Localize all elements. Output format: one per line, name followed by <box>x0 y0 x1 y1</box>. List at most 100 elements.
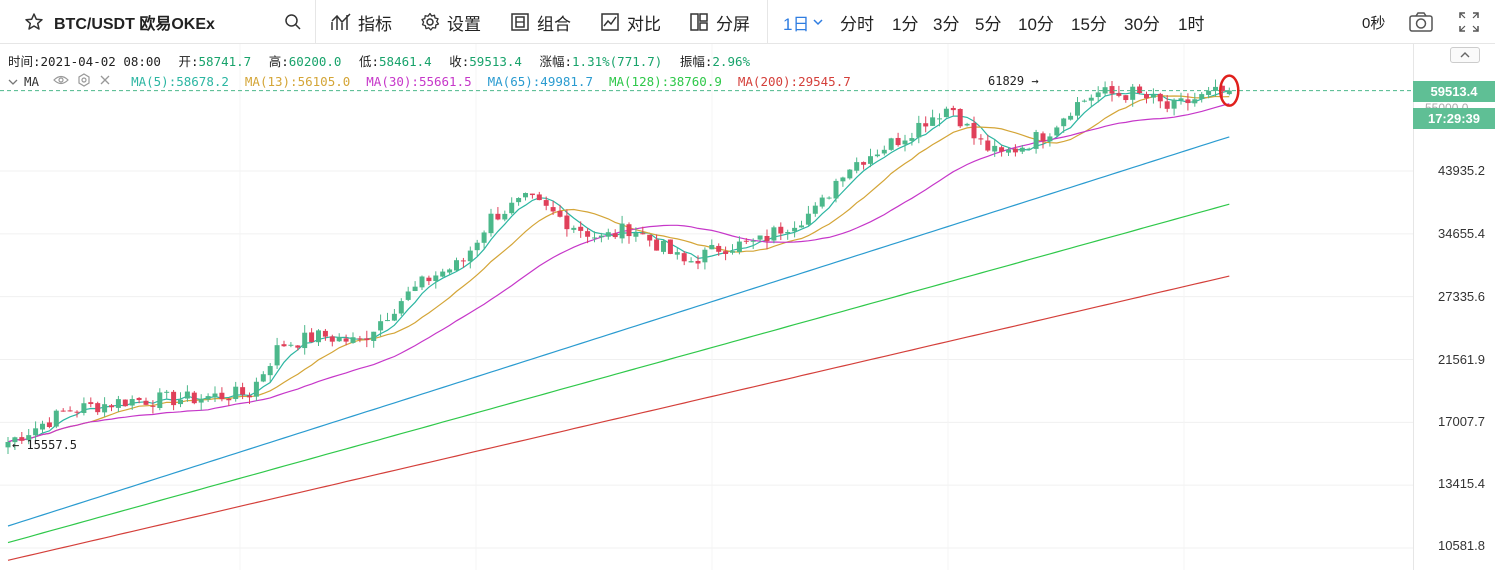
period-5m[interactable]: 5分 <box>975 14 1002 34</box>
candlestick-chart[interactable]: 61829 → ← 15557.5 <box>0 44 1413 570</box>
candle-body <box>847 169 853 179</box>
period-15m[interactable]: 15分 <box>1071 14 1107 34</box>
last-price-tag: 59513.4 <box>1413 81 1495 102</box>
candle-body <box>516 198 522 203</box>
candle-body <box>550 207 556 212</box>
candle-body <box>205 396 211 400</box>
candle-body <box>405 291 411 300</box>
indicators-button[interactable]: 指标 <box>330 0 392 44</box>
moving-average-lines <box>7 90 1230 561</box>
axis-collapse-button[interactable] <box>1450 47 1480 63</box>
candle-body <box>364 338 370 341</box>
candles <box>5 79 1232 455</box>
candle-body <box>716 245 722 252</box>
settings-button[interactable]: 设置 <box>420 0 481 44</box>
price-tick: 43935.2 <box>1438 163 1485 178</box>
ma-settings-icon[interactable] <box>77 72 91 90</box>
period-timeline[interactable]: 分时 <box>840 14 874 34</box>
min-price-label: ← 15557.5 <box>12 438 77 452</box>
candle-body <box>1026 148 1032 150</box>
candle-body <box>509 202 515 214</box>
ma-line-MA(200) <box>7 275 1230 561</box>
period-1h[interactable]: 1时 <box>1178 14 1205 34</box>
candle-body <box>67 410 73 412</box>
indicator-chart-icon <box>330 12 352 32</box>
chevron-down-icon <box>8 79 18 85</box>
candle-body <box>785 232 791 234</box>
close-icon[interactable] <box>99 74 111 89</box>
candle-body <box>336 337 342 342</box>
candle-body <box>957 108 963 127</box>
candle-body <box>564 215 570 230</box>
high-value: 60200.0 <box>288 54 342 69</box>
candle-body <box>88 402 94 405</box>
candle-body <box>1150 94 1156 98</box>
candle-body <box>909 138 915 141</box>
eye-icon[interactable] <box>53 74 69 89</box>
candle-body <box>385 320 390 322</box>
period-3m[interactable]: 3分 <box>933 14 960 34</box>
candle-body <box>171 391 177 406</box>
candle-body <box>619 223 625 239</box>
open-value: 58741.7 <box>198 54 252 69</box>
candle-body <box>502 213 508 220</box>
split-screen-icon <box>689 12 709 32</box>
candle-body <box>1199 94 1205 99</box>
candle-body <box>316 330 321 343</box>
compare-button[interactable]: 对比 <box>600 0 661 44</box>
split-screen-button[interactable]: 分屏 <box>689 0 750 44</box>
price-axis[interactable]: 43935.2 34655.4 27335.6 21561.9 17007.7 … <box>1413 44 1495 570</box>
symbol-title[interactable]: BTC/USDT 欧易OKEx <box>54 16 215 33</box>
candle-body <box>647 234 653 241</box>
candle-body <box>1123 95 1129 101</box>
candle-body <box>233 386 239 400</box>
fullscreen-button[interactable] <box>1458 0 1480 44</box>
candle-body <box>895 137 901 146</box>
candle-body <box>888 138 894 150</box>
period-30m[interactable]: 30分 <box>1124 14 1160 34</box>
candle-body <box>1192 99 1198 104</box>
candle-body <box>357 338 363 340</box>
candle-body <box>971 122 977 139</box>
candle-body <box>523 193 528 198</box>
open-label: 开: <box>178 54 199 69</box>
candle-body <box>557 210 563 217</box>
symbol-search-button[interactable] <box>284 0 302 44</box>
candle-body <box>771 227 777 241</box>
candle-body <box>1033 132 1039 149</box>
candle-body <box>481 232 487 243</box>
ma-indicator-name: MA <box>24 73 40 89</box>
price-tick: 13415.4 <box>1438 476 1485 491</box>
period-10m[interactable]: 10分 <box>1018 14 1054 34</box>
highlight-marker <box>1219 74 1240 107</box>
candle-body <box>212 393 218 397</box>
candle-body <box>398 301 404 314</box>
period-dropdown-1d[interactable]: 1日 <box>783 0 823 44</box>
period-active-label: 1日 <box>783 14 810 34</box>
candle-body <box>33 428 39 436</box>
price-tick: 27335.6 <box>1438 289 1485 304</box>
candle-body <box>226 398 232 401</box>
candle-body <box>964 123 970 126</box>
split-screen-label: 分屏 <box>716 14 750 34</box>
candle-body <box>757 235 763 240</box>
period-1m[interactable]: 1分 <box>892 14 919 34</box>
favorite-star-button[interactable] <box>24 0 44 44</box>
max-price-label: 61829 → <box>988 74 1039 88</box>
change-value: 1.31%(771.7) <box>572 54 663 69</box>
ma-collapse-toggle[interactable] <box>8 74 18 89</box>
candle-body <box>1054 127 1060 136</box>
candle-body <box>371 331 377 341</box>
amplitude-value: 2.96% <box>712 54 751 69</box>
combine-button[interactable]: 组合 <box>510 0 571 44</box>
candle-body <box>74 411 80 413</box>
candle-body <box>529 193 535 196</box>
candle-body <box>840 177 846 182</box>
screenshot-button[interactable] <box>1408 0 1434 44</box>
combine-label: 组合 <box>537 14 571 34</box>
candle-body <box>253 381 259 397</box>
ma-line-MA(65) <box>7 136 1230 527</box>
candle-body <box>26 435 32 441</box>
candle-body <box>1047 136 1053 142</box>
candle-body <box>654 239 660 251</box>
